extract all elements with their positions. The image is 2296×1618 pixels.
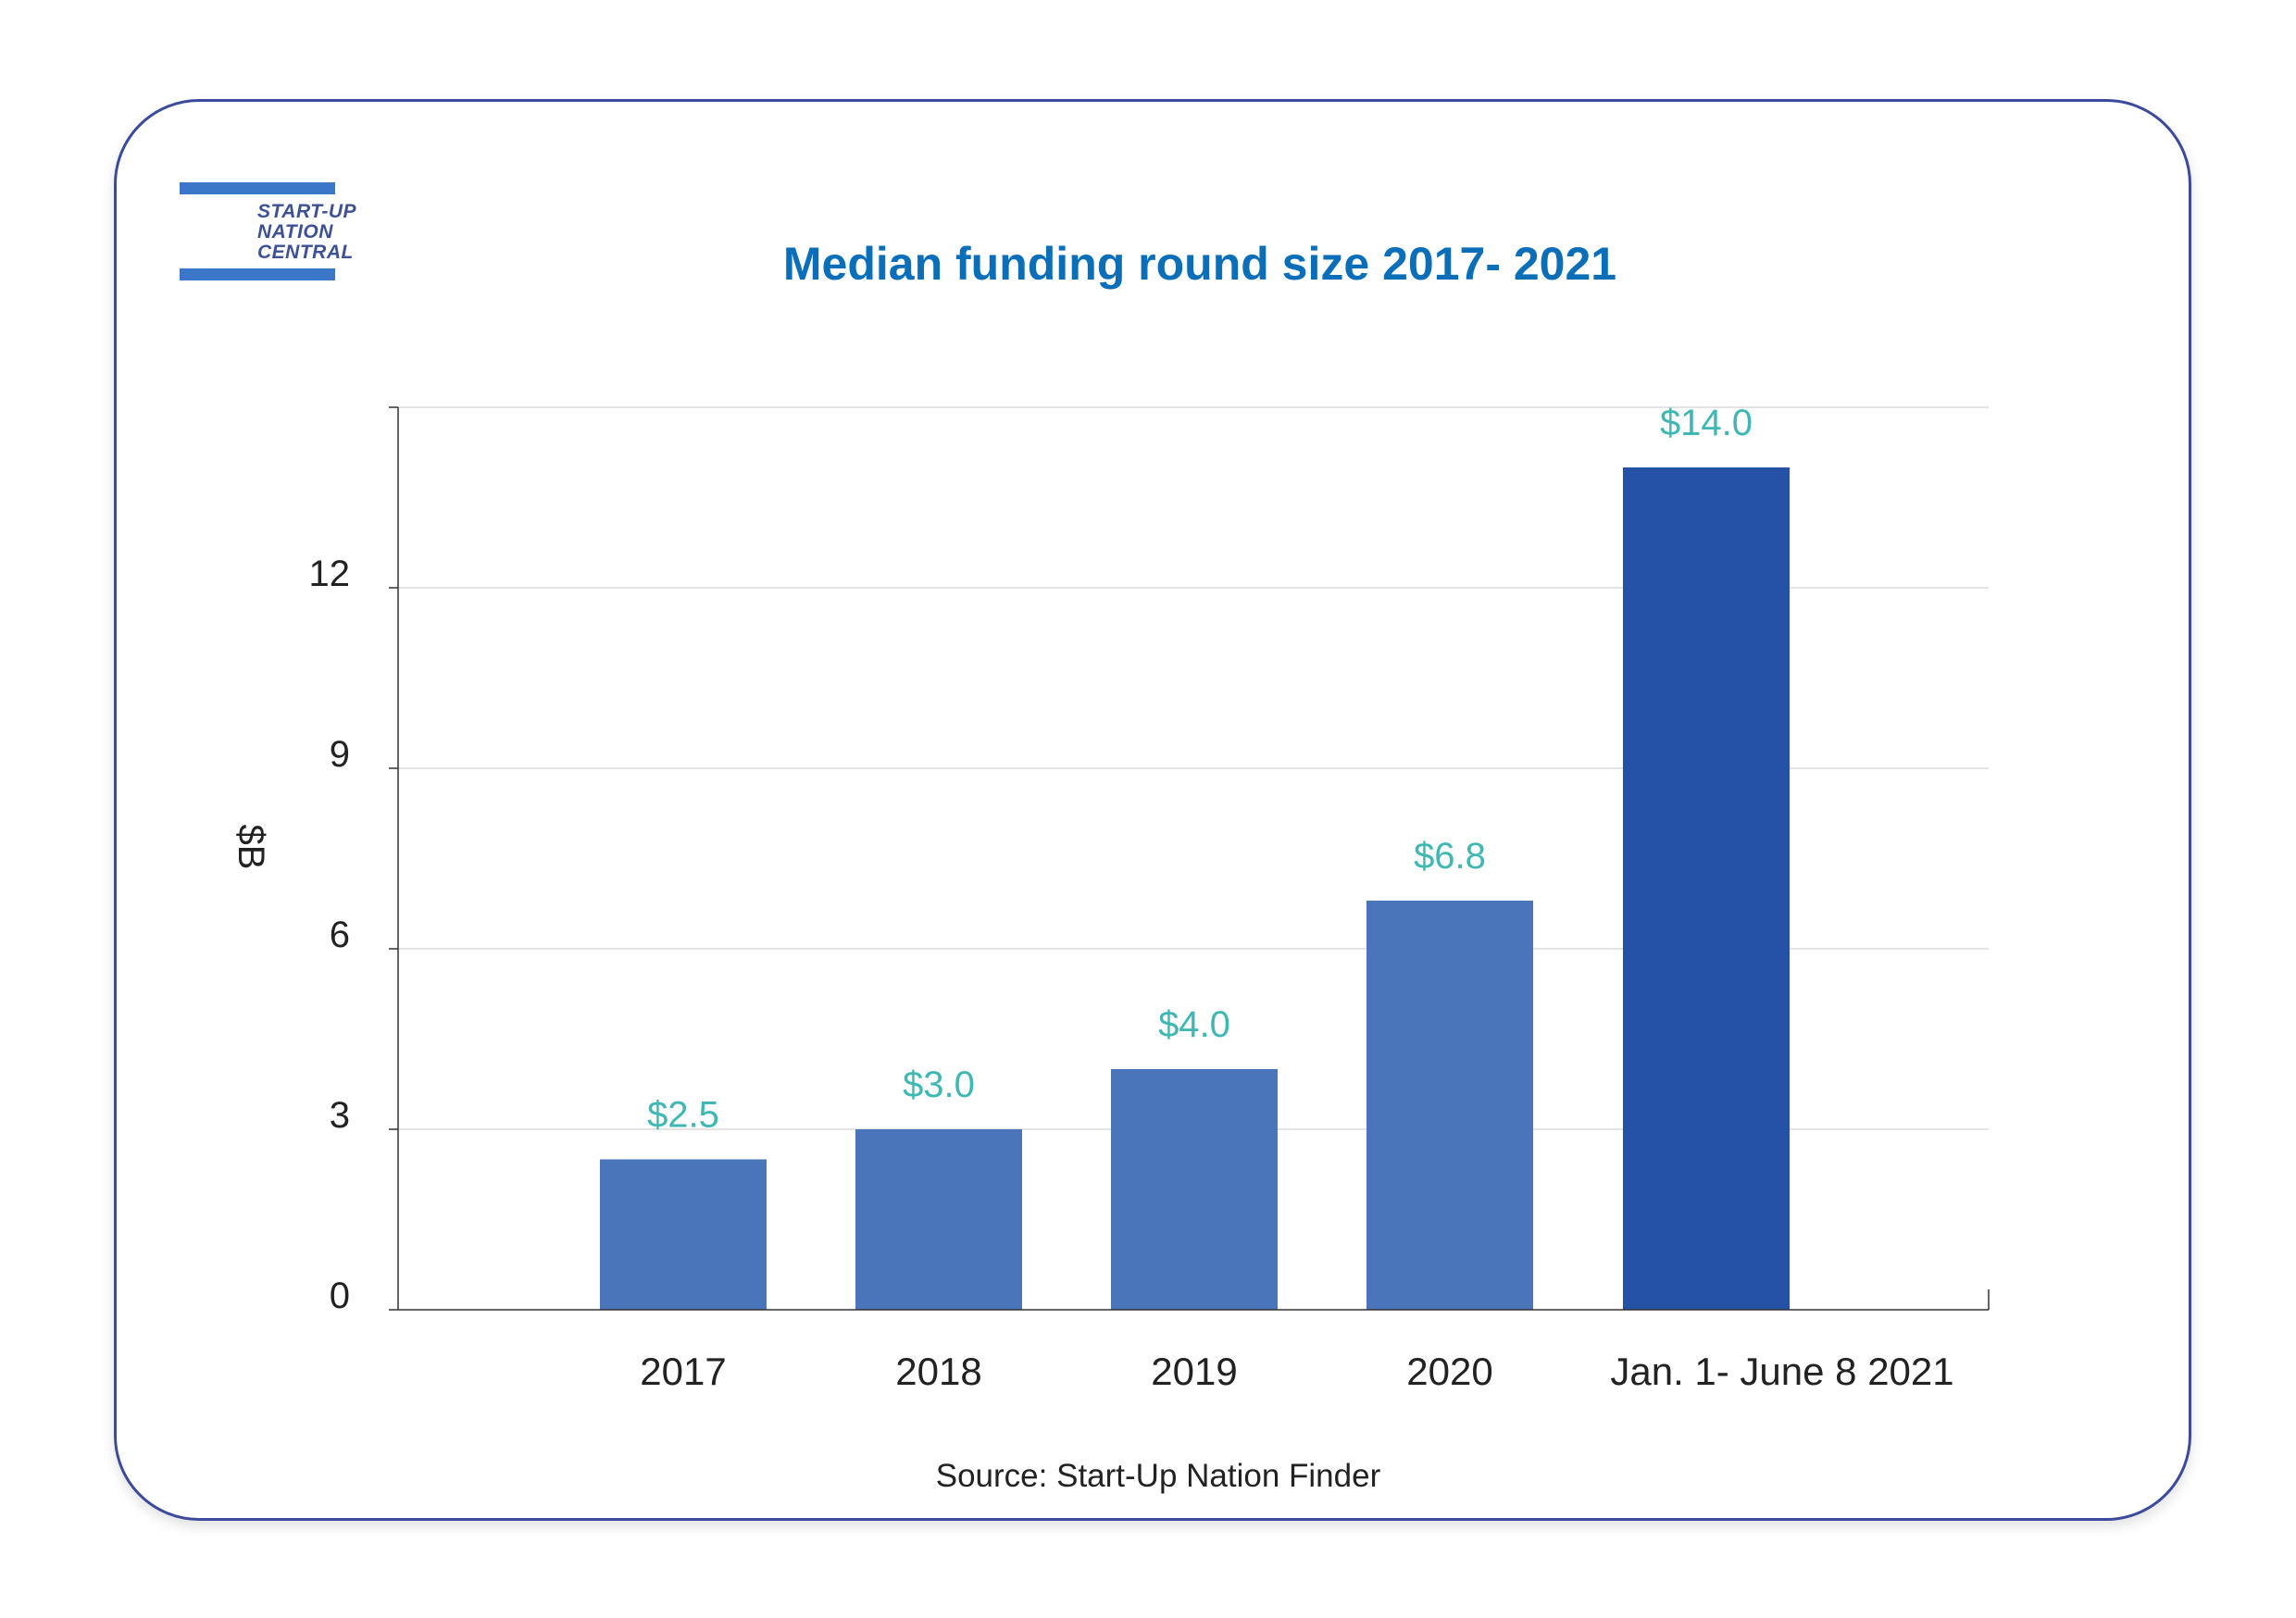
x-tick-label: 2018 xyxy=(895,1350,981,1393)
y-tick-label: 9 xyxy=(330,734,350,775)
y-tick-label: 3 xyxy=(330,1095,350,1136)
start-up-nation-central-logo: START-UP NATION CENTRAL xyxy=(180,182,393,284)
x-tick-label: 2020 xyxy=(1406,1350,1492,1393)
y-axis-label: $B xyxy=(231,825,271,870)
bars xyxy=(600,467,1790,1310)
bar-2019 xyxy=(1111,1069,1278,1310)
bar-2020 xyxy=(1366,901,1533,1310)
bar-2017 xyxy=(600,1159,767,1310)
y-tick-label: 12 xyxy=(309,554,351,594)
data-label: $3.0 xyxy=(903,1064,975,1105)
y-tick-labels: 0 3 6 9 12 xyxy=(309,554,351,1316)
logo-line-1: START-UP xyxy=(257,201,357,222)
data-label: $14.0 xyxy=(1660,403,1753,443)
x-tick-label: 2017 xyxy=(640,1350,726,1393)
x-tick-label: Jan. 1- June 8 2021 xyxy=(1610,1350,1953,1393)
logo-bottom-bar xyxy=(180,268,335,280)
data-label: $2.5 xyxy=(647,1095,719,1136)
axes xyxy=(389,406,1990,1311)
y-tick-label: 0 xyxy=(330,1276,350,1316)
data-labels: $2.5 $3.0 $4.0 $6.8 $14.0 xyxy=(647,403,1753,1136)
bar-2018 xyxy=(855,1129,1022,1310)
logo-line-2: NATION xyxy=(257,221,333,243)
logo-line-3: CENTRAL xyxy=(257,242,354,263)
y-tick-label: 6 xyxy=(330,915,350,955)
source-note: Source: Start-Up Nation Finder xyxy=(936,1458,1381,1494)
x-tick-label: 2019 xyxy=(1151,1350,1237,1393)
data-label: $6.8 xyxy=(1414,836,1486,877)
x-tick-labels: 2017 2018 2019 2020 Jan. 1- June 8 2021 xyxy=(640,1350,1953,1393)
data-label: $4.0 xyxy=(1158,1004,1230,1045)
chart-title: Median funding round size 2017- 2021 xyxy=(783,238,1616,290)
logo-top-bar xyxy=(180,182,335,194)
bar-jan-1-june-8-2021 xyxy=(1623,467,1790,1310)
